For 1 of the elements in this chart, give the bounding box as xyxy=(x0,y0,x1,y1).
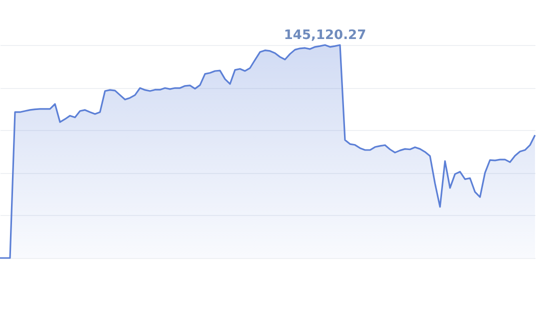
annotation: 145,120.27 xyxy=(284,28,366,43)
